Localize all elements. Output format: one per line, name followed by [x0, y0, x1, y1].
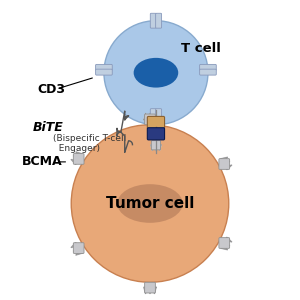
Ellipse shape: [134, 58, 178, 88]
Polygon shape: [76, 250, 82, 255]
Polygon shape: [71, 159, 78, 164]
FancyBboxPatch shape: [156, 13, 162, 28]
FancyBboxPatch shape: [147, 116, 165, 129]
Polygon shape: [74, 246, 80, 251]
Polygon shape: [148, 287, 152, 294]
Polygon shape: [154, 145, 158, 150]
Polygon shape: [153, 113, 156, 120]
Polygon shape: [223, 161, 230, 166]
Polygon shape: [144, 113, 147, 120]
FancyBboxPatch shape: [96, 64, 112, 70]
Text: CD3: CD3: [37, 82, 65, 96]
FancyBboxPatch shape: [150, 13, 156, 28]
Text: Tumor cell: Tumor cell: [106, 196, 194, 211]
Polygon shape: [144, 287, 147, 294]
FancyBboxPatch shape: [73, 154, 84, 164]
FancyBboxPatch shape: [96, 69, 112, 75]
Polygon shape: [153, 287, 156, 294]
Circle shape: [71, 125, 229, 282]
FancyBboxPatch shape: [147, 128, 165, 140]
Polygon shape: [148, 113, 152, 120]
Text: T cell: T cell: [181, 42, 220, 56]
Polygon shape: [71, 242, 78, 247]
FancyBboxPatch shape: [156, 109, 162, 124]
FancyBboxPatch shape: [145, 282, 155, 293]
Text: (Bispecific T-cell
  Engager): (Bispecific T-cell Engager): [53, 134, 127, 153]
Polygon shape: [74, 156, 80, 161]
FancyBboxPatch shape: [151, 141, 160, 150]
Polygon shape: [223, 241, 230, 246]
FancyBboxPatch shape: [200, 64, 216, 70]
Text: BiTE: BiTE: [33, 121, 64, 134]
Text: BCMA: BCMA: [22, 155, 63, 168]
Polygon shape: [151, 145, 154, 150]
Polygon shape: [225, 165, 232, 170]
FancyBboxPatch shape: [156, 114, 162, 129]
FancyBboxPatch shape: [219, 159, 230, 170]
Polygon shape: [158, 145, 161, 150]
FancyBboxPatch shape: [73, 243, 84, 254]
FancyBboxPatch shape: [150, 114, 156, 129]
Polygon shape: [225, 237, 232, 242]
FancyBboxPatch shape: [145, 114, 155, 125]
Polygon shape: [221, 157, 228, 162]
FancyBboxPatch shape: [150, 109, 156, 124]
FancyBboxPatch shape: [219, 238, 230, 248]
FancyBboxPatch shape: [200, 69, 216, 75]
Circle shape: [104, 21, 208, 125]
Polygon shape: [76, 152, 82, 157]
Ellipse shape: [117, 184, 183, 223]
Polygon shape: [221, 245, 228, 250]
